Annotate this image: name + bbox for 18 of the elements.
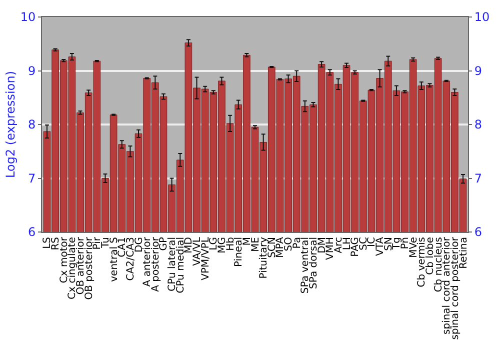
y-axis-title: Log2 (expression) <box>4 71 18 178</box>
y-tick-label: 6 <box>28 225 36 240</box>
y-tick-label: 10 <box>20 10 36 24</box>
y-tick-label: 8 <box>28 118 36 132</box>
x-tick-label: Tg <box>392 237 403 250</box>
x-tick-label: spinal cord posterior <box>450 236 461 340</box>
y2-tick-label: 10 <box>474 10 490 24</box>
y-tick-label: 9 <box>28 64 36 78</box>
y-tick-label: 7 <box>28 171 36 186</box>
y2-tick-label: 6 <box>474 225 482 240</box>
y2-tick-label: 8 <box>474 118 482 132</box>
x-tick-label: A posterior <box>150 236 162 292</box>
y2-tick-label: 9 <box>474 64 482 78</box>
x-tick-label: Retina <box>458 237 470 269</box>
y2-tick-label: 7 <box>474 171 482 186</box>
x-tick-label: OB posterior <box>84 236 95 300</box>
x-tick-label: ME <box>250 237 262 252</box>
x-tick-label: Pituitary <box>258 236 270 279</box>
